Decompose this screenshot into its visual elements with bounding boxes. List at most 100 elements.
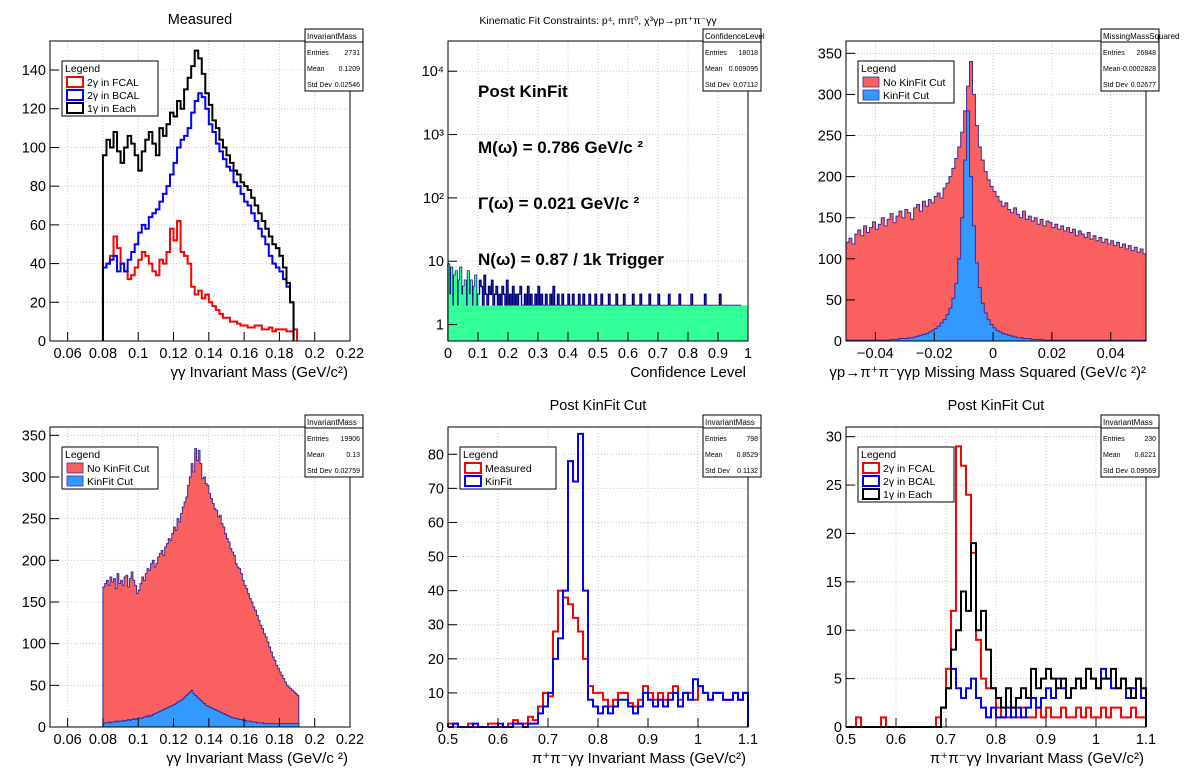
y-tick-label: 0 bbox=[38, 720, 46, 736]
legend-header: Legend bbox=[65, 449, 100, 461]
x-tick-label: 0.02 bbox=[1038, 346, 1066, 362]
stats-row-value: -0.0002828 bbox=[1121, 66, 1157, 73]
series-2-in-bcal bbox=[101, 92, 295, 341]
x-tick-label: 0.14 bbox=[195, 732, 223, 748]
x-tick-label: 0 bbox=[989, 346, 997, 362]
x-tick-label: 0 bbox=[444, 346, 452, 362]
x-tick-label: 0.6 bbox=[618, 346, 638, 362]
y-tick-label: 10 bbox=[428, 254, 444, 270]
legend-swatch bbox=[862, 475, 880, 487]
y-tick-label: 80 bbox=[428, 447, 444, 463]
y-tick-label: 200 bbox=[22, 553, 46, 569]
x-tick-label: 0.1 bbox=[128, 732, 148, 748]
x-tick-label: 0.9 bbox=[1036, 732, 1056, 748]
x-tick-label: 0.1 bbox=[468, 346, 488, 362]
stats-frame bbox=[304, 414, 364, 478]
x-tick-label: 0.4 bbox=[558, 346, 578, 362]
y-tick-label: 20 bbox=[428, 652, 444, 668]
stats-row-label: Mean bbox=[705, 452, 723, 459]
x-tick-label: 1 bbox=[694, 732, 702, 748]
stats-row-label: Std Dev bbox=[705, 82, 730, 89]
stats-row-label: Entries bbox=[1103, 50, 1125, 57]
x-tick-label: 1 bbox=[1092, 732, 1100, 748]
x-tick-label: 0.2 bbox=[305, 732, 325, 748]
chart-panel-3: −0.04 −0.02 0 0.02 0.04 0 50 100 150 200 250 300 350… bbox=[818, 28, 1179, 381]
stats-box: InvariantMass Entries 19906 Mean 0.13 Std Dev… bbox=[304, 414, 364, 478]
stats-frame bbox=[1100, 28, 1160, 92]
y-tick-label: 40 bbox=[428, 584, 444, 600]
series-kinfit-cut bbox=[448, 264, 748, 341]
x-tick-label: 0.8 bbox=[588, 732, 608, 748]
legend-header: Legend bbox=[65, 63, 100, 75]
x-tick-label: 0.8 bbox=[986, 732, 1006, 748]
chart-panel-2: Kinematic Fit Constraints: p⁴, mπ⁰, χ³γp… bbox=[422, 15, 765, 381]
y-tick-label: 10⁴ bbox=[422, 64, 444, 80]
stats-name: MissingMassSquared bbox=[1103, 32, 1179, 41]
stats-row-label: Entries bbox=[1103, 436, 1125, 443]
stats-row-value: 0.13 bbox=[346, 452, 360, 459]
x-axis-label: γp→π⁺π⁻γγp Missing Mass Squared (GeV/c ²… bbox=[829, 364, 1146, 381]
y-tick-label: 20 bbox=[826, 526, 842, 542]
series-kinfit-cut bbox=[102, 689, 300, 728]
x-tick-label: 0.22 bbox=[336, 732, 364, 748]
stats-frame bbox=[702, 28, 762, 92]
y-tick-label: 150 bbox=[818, 211, 842, 227]
legend-swatch bbox=[66, 475, 84, 487]
y-tick-label: 25 bbox=[826, 478, 842, 494]
y-tick-label: 0 bbox=[38, 334, 46, 350]
x-tick-label: 0.14 bbox=[195, 346, 223, 362]
x-tick-label: 0.7 bbox=[538, 732, 558, 748]
y-tick-label: 300 bbox=[22, 470, 46, 486]
legend-swatch bbox=[66, 89, 84, 101]
series-all bbox=[447, 263, 742, 341]
y-tick-label: 350 bbox=[22, 428, 46, 444]
legend-entry: 1γ in Each bbox=[87, 103, 136, 115]
series-kinfit-cut bbox=[845, 110, 1147, 342]
x-tick-label: 0.06 bbox=[54, 346, 82, 362]
legend-swatch bbox=[464, 475, 482, 487]
y-tick-label: 200 bbox=[818, 170, 842, 186]
x-axis-label: γγ Invariant Mass (GeV/c²) bbox=[170, 364, 348, 381]
y-tick-label: 250 bbox=[818, 129, 842, 145]
x-axis-label: γγ Invariant Mass (GeV/c ²) bbox=[166, 750, 348, 767]
annotation-text: M(ω) = 0.786 GeV/c ² bbox=[478, 138, 643, 157]
y-tick-label: 30 bbox=[428, 618, 444, 634]
x-tick-label: 0.5 bbox=[438, 732, 458, 748]
stats-box: InvariantMass Entries 230 Mean 0.8221 Std Dev… bbox=[1100, 414, 1160, 478]
stats-row-label: Std Dev bbox=[1103, 468, 1128, 475]
plot-frame bbox=[845, 40, 1147, 342]
y-tick-label: 100 bbox=[818, 252, 842, 268]
stats-box: InvariantMass Entries 798 Mean 0.8529 Std Dev… bbox=[702, 414, 762, 478]
stats-row-label: Std Dev bbox=[705, 468, 730, 475]
y-tick-label: 0 bbox=[436, 720, 444, 736]
stats-row-label: Std Dev bbox=[307, 82, 332, 89]
legend-entry: Measured bbox=[485, 463, 532, 475]
stats-name: InvariantMass bbox=[307, 418, 357, 427]
legend-swatch bbox=[66, 76, 84, 88]
legend-entry: 2γ in BCAL bbox=[87, 90, 140, 102]
legend-swatch bbox=[464, 462, 482, 474]
annotation-text: Γ(ω) = 0.021 GeV/c ² bbox=[478, 194, 639, 213]
stats-frame bbox=[304, 28, 364, 92]
y-tick-label: 100 bbox=[22, 140, 46, 156]
annotation-text: N(ω) = 0.87 / 1k Trigger bbox=[478, 250, 664, 269]
x-tick-label: 0.5 bbox=[836, 732, 856, 748]
y-tick-label: 50 bbox=[826, 293, 842, 309]
legend-swatch bbox=[862, 462, 880, 474]
y-tick-label: 60 bbox=[30, 218, 46, 234]
stats-name: ConfidenceLevel bbox=[705, 32, 765, 41]
y-tick-label: 15 bbox=[826, 575, 842, 591]
legend-swatch bbox=[66, 462, 84, 474]
x-tick-label: 0.9 bbox=[708, 346, 728, 362]
stats-row-label: Entries bbox=[307, 436, 329, 443]
stats-row-value: 798 bbox=[746, 436, 758, 443]
stats-row-label: Entries bbox=[705, 50, 727, 57]
legend-frame bbox=[61, 60, 159, 117]
chart-title: Post KinFit Cut bbox=[948, 398, 1045, 414]
legend-header: Legend bbox=[861, 449, 896, 461]
grid-lines bbox=[448, 427, 748, 727]
stats-row-label: Mean bbox=[307, 66, 325, 73]
x-tick-label: 0.7 bbox=[936, 732, 956, 748]
stats-row-value: 0.02546 bbox=[335, 82, 360, 89]
